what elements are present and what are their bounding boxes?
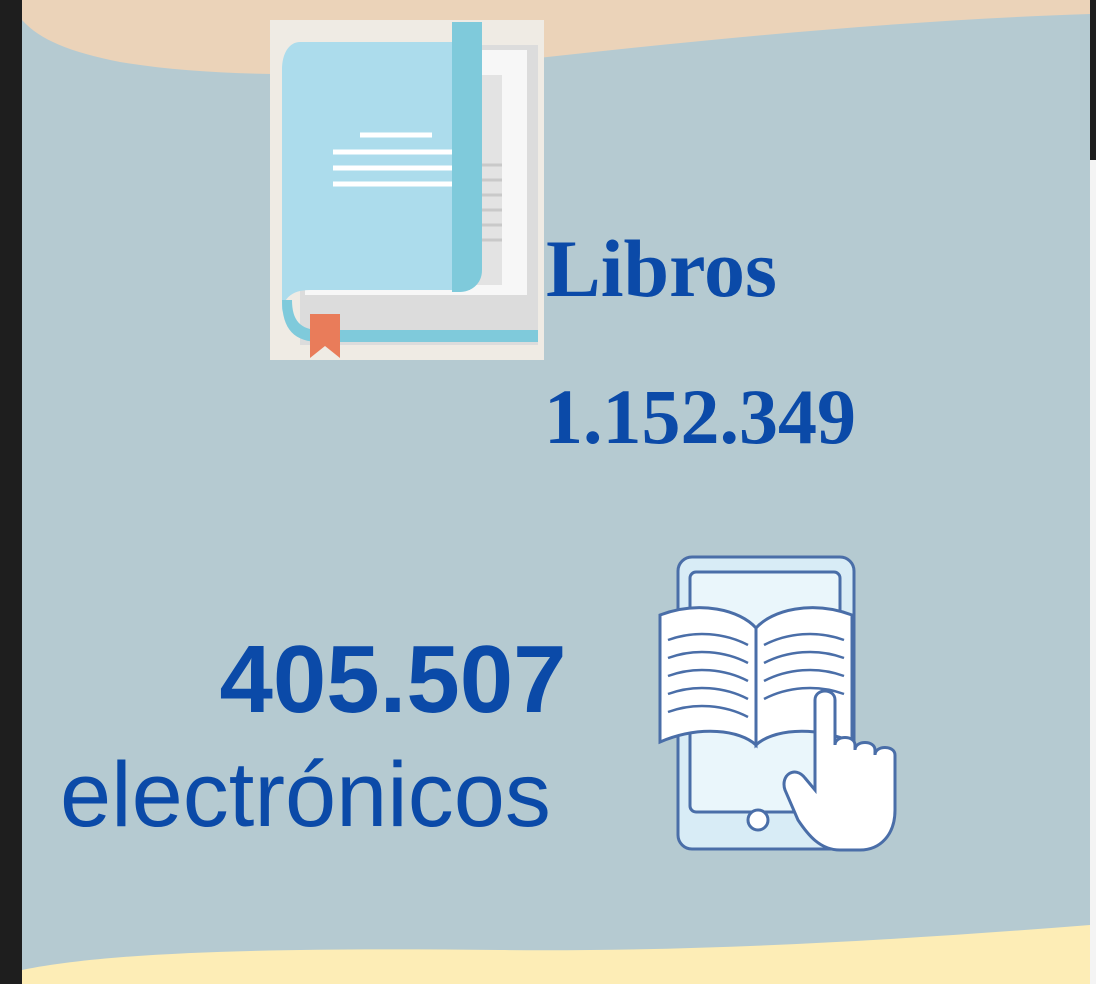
page: Libros 1.152.349 405.507 electrónicos ((… <box>0 0 1096 984</box>
books-label: Libros <box>546 223 777 314</box>
ebooks-label: electrónicos <box>60 744 551 846</box>
ebooks-count: 405.507 <box>219 626 566 733</box>
edge <box>1090 160 1096 984</box>
books-count: 1.152.349 <box>544 373 856 460</box>
book-icon <box>270 20 544 360</box>
infographic: Libros 1.152.349 405.507 electrónicos <box>0 0 1096 984</box>
